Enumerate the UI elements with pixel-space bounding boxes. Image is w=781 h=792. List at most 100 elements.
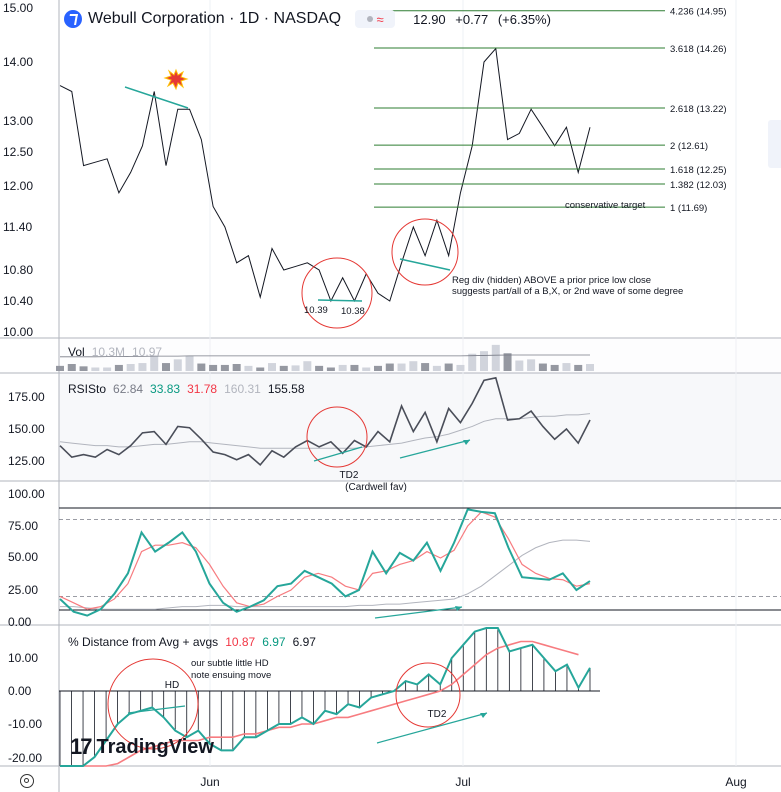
volume-bar [268, 363, 276, 371]
dist-tick--10.00: -10.00 [8, 717, 42, 731]
stoch-tick-100.00: 100.00 [8, 487, 45, 501]
volume-bar [114, 364, 123, 371]
low-label-1039: 10.39 [304, 305, 328, 316]
reg-div-note-1: Reg div (hidden) ABOVE a prior price low… [452, 275, 651, 286]
volume-avg-line [60, 354, 590, 358]
x-tick-jun: Jun [200, 775, 219, 789]
volume-bar [374, 365, 382, 371]
rsi-tick-125.00: 125.00 [8, 454, 45, 468]
dist-tick--20.00: -20.00 [8, 751, 42, 765]
fib-level-label-6: 1 (11.69) [670, 203, 707, 214]
distance-v1: 10.87 [225, 635, 256, 649]
price-tick-15.00: 15.00 [3, 1, 33, 15]
rsi-signal-line [59, 413, 591, 449]
volume-bar [338, 364, 347, 371]
vol-value: 10.3M [91, 345, 126, 359]
volume-bar [491, 344, 500, 371]
volume-bar [562, 363, 571, 371]
volume-bar [150, 355, 159, 371]
fib-level-label-1: 3.618 (14.26) [670, 44, 727, 55]
rsisto-v4: 160.31 [224, 382, 261, 396]
annotation-circle-rsi [306, 406, 368, 468]
price-tick-10.00: 10.00 [3, 325, 33, 339]
rsi-line [59, 376, 591, 466]
trend-annotation-line-1 [124, 86, 189, 109]
tradingview-logo-icon: 17 [70, 734, 93, 759]
symbol-title[interactable]: Webull Corporation · 1D · NASDAQ [88, 10, 342, 27]
annotation-circle-regdiv [391, 218, 459, 286]
volume-bar [138, 363, 147, 371]
annotation-circle-td2 [395, 662, 461, 728]
price-change: +0.77 [455, 11, 489, 27]
volume-bar [586, 364, 594, 371]
rsi-tick-150.00: 150.00 [8, 422, 45, 436]
volume-bar [385, 363, 394, 371]
stoch-k-line [59, 508, 591, 617]
rsisto-v1: 62.84 [113, 382, 144, 396]
volume-bar [468, 353, 477, 371]
volume-bar [67, 364, 76, 371]
rsi-arrow-head [463, 440, 470, 445]
price-change-pct: (+6.35%) [497, 11, 551, 27]
gear-icon[interactable] [20, 774, 34, 788]
volume-bar [456, 364, 465, 371]
volume-bar [220, 364, 229, 371]
tradingview-text: TradingView [96, 735, 214, 758]
fib-level-label-4: 1.618 (12.25) [670, 165, 727, 176]
volume-bar [291, 365, 300, 371]
td2-dist-label: TD2 [428, 709, 447, 720]
volume-legend[interactable]: Vol 10.3M 10.97 [68, 345, 162, 359]
volume-bar [209, 364, 218, 371]
price-tick-12.50: 12.50 [3, 145, 33, 159]
reg-div-note-2: suggests part/all of a B,X, or 2nd wave … [452, 286, 683, 297]
last-price: 12.90 [413, 11, 446, 27]
fib-level-label-5: 1.382 (12.03) [670, 180, 727, 191]
hd-note-1: our subtle little HD [191, 658, 269, 669]
distance-legend[interactable]: % Distance from Avg + avgs 10.87 6.97 6.… [68, 635, 316, 649]
rsisto-legend[interactable]: RSISto 62.84 33.83 31.78 160.31 155.58 [68, 382, 305, 396]
volume-bar [444, 363, 453, 371]
stoch-slow-line [60, 539, 591, 610]
volume-bar [503, 353, 512, 371]
volume-bar [103, 367, 112, 371]
volume-bar [315, 365, 324, 371]
distance-v3: 6.97 [292, 635, 316, 649]
side-panel-toggle[interactable] [768, 120, 781, 168]
indicator-toggle-button[interactable]: ≈ [355, 10, 396, 28]
x-tick-jul: Jul [455, 775, 470, 789]
x-tick-aug: Aug [725, 775, 746, 789]
status-dot-icon [366, 16, 373, 22]
tradingview-logo[interactable]: 17 TradingView [70, 734, 214, 760]
volume-bar [550, 364, 559, 371]
stoch-d-line [59, 511, 591, 610]
volume-bar [279, 365, 288, 371]
volume-bar [409, 361, 418, 371]
stoch-tick-25.00: 25.00 [8, 583, 38, 597]
volume-bar [432, 365, 441, 371]
stoch-tick-0.00: 0.00 [8, 615, 32, 629]
price-series-line [59, 47, 591, 303]
volume-bar [350, 364, 359, 371]
low-label-1038: 10.38 [341, 306, 365, 317]
annotation-circle-hd [107, 658, 199, 750]
volume-bar [538, 363, 547, 371]
vol-label: Vol [68, 345, 85, 359]
wave-icon: ≈ [376, 11, 384, 27]
volume-bar [362, 367, 371, 371]
volume-bar [79, 366, 88, 371]
volume-bar [515, 360, 524, 371]
volume-bar [256, 367, 265, 371]
rsi-trend-line [313, 446, 363, 462]
volume-bar [162, 363, 170, 371]
volume-bar [197, 363, 206, 371]
distance-label: % Distance from Avg + avgs [68, 635, 219, 649]
cardwell-label: (Cardwell fav) [345, 482, 407, 493]
volume-bar [173, 359, 182, 371]
price-quote: 12.90 +0.77 (+6.35%) [413, 12, 557, 27]
volume-bar [126, 364, 135, 371]
volume-bar [303, 361, 312, 371]
vol-value2: 10.97 [132, 345, 163, 359]
price-tick-12.00: 12.00 [3, 179, 33, 193]
rsisto-v2: 33.83 [150, 382, 181, 396]
